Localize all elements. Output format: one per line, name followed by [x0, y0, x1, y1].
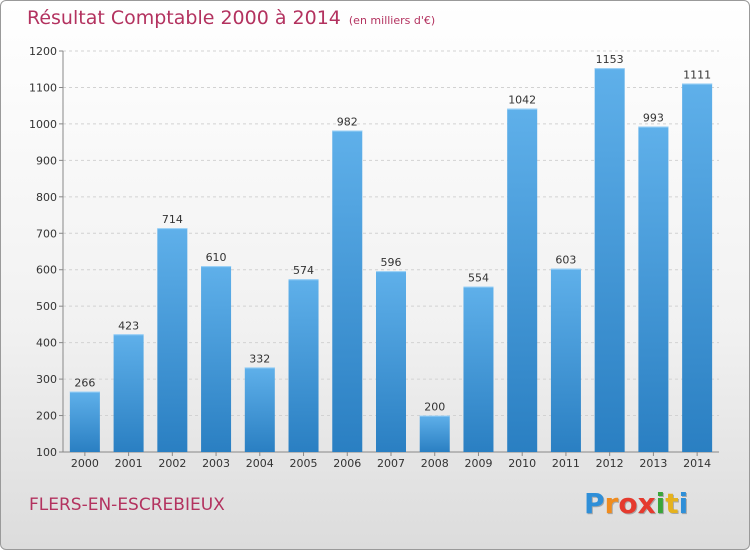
y-tick-label: 100: [36, 446, 57, 459]
y-tick-label: 1000: [29, 118, 57, 131]
x-tick-label: 2010: [508, 457, 536, 470]
chart-title: Résultat Comptable 2000 à 2014 (en millie…: [27, 7, 435, 29]
x-tick-label: 2004: [246, 457, 274, 470]
bar-value-label: 200: [424, 401, 445, 414]
bar: [682, 83, 713, 452]
x-tick-label: 2005: [290, 457, 318, 470]
bar: [113, 334, 144, 452]
x-tick-label: 2011: [552, 457, 580, 470]
x-tick-label: 2012: [596, 457, 624, 470]
bar: [594, 68, 625, 452]
bar-value-label: 554: [468, 271, 489, 284]
bar-value-label: 332: [249, 352, 270, 365]
bar-value-label: 1111: [683, 68, 711, 81]
bar-value-label: 610: [206, 251, 227, 264]
bar-value-label: 1042: [508, 94, 536, 107]
logo-letter: i: [655, 487, 666, 520]
x-tick-label: 2007: [377, 457, 405, 470]
y-tick-label: 600: [36, 264, 57, 277]
logo-letter: o: [618, 487, 638, 520]
bar: [288, 279, 319, 452]
bar-value-label: 714: [162, 213, 183, 226]
bar-value-label: 993: [643, 111, 664, 124]
bar: [550, 268, 581, 452]
place-name: FLERS-EN-ESCREBIEUX: [29, 495, 225, 515]
logo-letter: i: [678, 487, 689, 520]
bar-value-label: 603: [555, 254, 576, 267]
title-text: Résultat Comptable 2000 à 2014: [27, 7, 341, 29]
y-tick-label: 400: [36, 337, 57, 350]
bar: [419, 415, 450, 452]
x-tick-label: 2006: [333, 457, 361, 470]
y-tick-label: 700: [36, 227, 57, 240]
x-tick-label: 2008: [421, 457, 449, 470]
bar-value-label: 266: [74, 376, 95, 389]
logo-letter: r: [604, 487, 619, 520]
proxiti-logo: Proxiti: [584, 487, 688, 520]
bar-value-label: 423: [118, 319, 139, 332]
x-tick-label: 2003: [202, 457, 230, 470]
bar-value-label: 596: [381, 256, 402, 269]
bar: [463, 286, 494, 452]
bar-value-label: 574: [293, 264, 314, 277]
x-tick-label: 2009: [464, 457, 492, 470]
y-tick-label: 800: [36, 191, 57, 204]
x-tick-label: 2013: [639, 457, 667, 470]
bar-value-label: 1153: [596, 53, 624, 66]
y-tick-label: 200: [36, 410, 57, 423]
x-tick-label: 2014: [683, 457, 711, 470]
x-tick-label: 2001: [115, 457, 143, 470]
logo-letter: t: [665, 487, 679, 520]
bar: [332, 130, 363, 453]
y-tick-label: 300: [36, 373, 57, 386]
logo-letter: P: [584, 487, 605, 520]
bar: [157, 228, 188, 452]
logo-letter: x: [637, 487, 656, 520]
bar: [69, 391, 100, 452]
x-tick-label: 2000: [71, 457, 99, 470]
bar: [638, 126, 669, 452]
x-tick-label: 2002: [158, 457, 186, 470]
y-tick-label: 1200: [29, 45, 57, 58]
y-tick-label: 1100: [29, 81, 57, 94]
y-tick-label: 900: [36, 154, 57, 167]
bar: [507, 108, 538, 453]
bar: [376, 271, 406, 452]
y-tick-label: 500: [36, 300, 57, 313]
bar: [244, 367, 275, 452]
subtitle-text: (en milliers d'€): [348, 14, 436, 27]
bar: [201, 266, 232, 452]
bar-value-label: 982: [337, 115, 358, 128]
